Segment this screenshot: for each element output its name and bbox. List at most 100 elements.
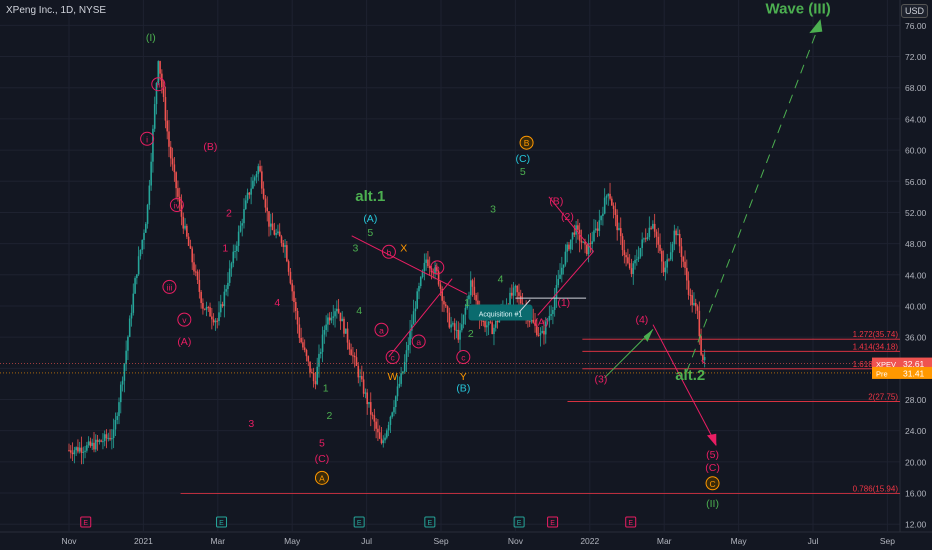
candle-body <box>237 231 240 246</box>
candle-body <box>532 319 535 323</box>
y-tick-label: 40.00 <box>905 301 927 311</box>
candle-body <box>519 295 522 304</box>
projection-arrowhead <box>809 19 823 34</box>
candle-body <box>657 236 660 245</box>
candle-body <box>627 257 629 264</box>
candle-body <box>86 445 88 451</box>
wave-label: b <box>387 247 392 257</box>
wave-label: 1 <box>464 297 470 309</box>
candle-body <box>107 437 110 439</box>
candle-body <box>548 315 551 321</box>
candle-body <box>261 171 263 189</box>
candle-body <box>661 250 663 262</box>
candle-body <box>396 386 399 397</box>
candle-body <box>450 324 452 328</box>
candle-body <box>139 249 142 257</box>
candle-body <box>316 366 318 385</box>
candle-body <box>377 428 379 433</box>
candle-body <box>209 307 211 317</box>
candle-body <box>466 299 468 308</box>
x-tick-label: Nov <box>61 536 77 546</box>
candle-body <box>596 228 599 231</box>
wave-label: ii <box>156 80 160 90</box>
price-tag-box <box>872 366 932 379</box>
y-tick-label: 44.00 <box>905 270 927 280</box>
candle-body <box>182 216 185 229</box>
wave-label: B <box>524 138 530 148</box>
candle-body <box>537 335 540 337</box>
candle-body <box>148 185 151 205</box>
earnings-marker-letter: E <box>83 520 88 527</box>
candle-body <box>555 285 558 298</box>
wave-label: 4 <box>356 305 362 317</box>
candle-body <box>639 247 642 257</box>
candle-body <box>644 238 647 240</box>
candle-body <box>350 349 352 356</box>
candle-body <box>334 311 336 317</box>
candle-body <box>387 424 390 431</box>
wave-label: (1) <box>557 297 570 309</box>
candle-body <box>607 193 610 197</box>
candle-body <box>418 286 420 292</box>
candle-body <box>698 310 701 337</box>
candle-body <box>336 308 338 312</box>
earnings-marker-letter: E <box>628 520 633 527</box>
candle-body <box>216 320 219 322</box>
candle-body <box>328 317 331 321</box>
candle-body <box>319 351 322 354</box>
wave-label: iii <box>167 282 173 292</box>
currency-badge[interactable]: USD <box>900 4 928 18</box>
annotation-pointer <box>518 299 531 313</box>
candle-body <box>511 292 513 296</box>
candle-body <box>109 437 111 440</box>
candle-body <box>111 438 113 440</box>
candle-body <box>489 321 492 323</box>
candle-body <box>593 230 595 242</box>
wave-label: 1 <box>222 242 228 254</box>
candle-body <box>546 320 549 322</box>
candle-body <box>482 321 485 323</box>
candle-body <box>384 437 386 441</box>
candle-body <box>257 166 260 174</box>
wave-label-circle <box>430 260 445 275</box>
candle-body <box>541 330 543 333</box>
fib-level-label: 1.414(34.18) <box>853 342 899 351</box>
candle-body <box>653 223 656 232</box>
candle-body <box>580 240 583 243</box>
candle-body <box>612 205 615 209</box>
candle-body <box>332 316 335 318</box>
candle-body <box>119 384 122 403</box>
candle-body <box>539 332 542 336</box>
candle-body <box>700 336 702 355</box>
candle-body <box>236 245 238 252</box>
candle-body <box>600 215 602 221</box>
candle-body <box>702 354 704 361</box>
candle-body <box>178 196 181 205</box>
candle-body <box>282 242 285 247</box>
wave-label: 5 <box>367 227 373 239</box>
candle-body <box>618 228 620 231</box>
candle-body <box>346 328 349 343</box>
earnings-marker <box>424 516 436 528</box>
candle-body <box>352 355 354 357</box>
candle-body <box>125 350 127 365</box>
candle-body <box>696 306 699 311</box>
candle-body <box>314 381 317 385</box>
x-tick-label: May <box>731 536 748 546</box>
candle-body <box>628 263 631 269</box>
wave-label: i <box>146 134 148 144</box>
candle-body <box>494 320 497 328</box>
candle-body <box>487 321 490 326</box>
candle-body <box>586 244 588 255</box>
triangle-lower-line <box>388 278 453 357</box>
candle-body <box>177 188 179 197</box>
candle-body <box>202 303 204 309</box>
candle-body <box>655 231 658 237</box>
candle-body <box>443 300 445 305</box>
candle-body <box>262 188 265 199</box>
x-tick-label: Sep <box>433 536 448 546</box>
candle-body <box>330 317 333 321</box>
candle-body <box>518 292 520 296</box>
candle-body <box>187 236 190 246</box>
